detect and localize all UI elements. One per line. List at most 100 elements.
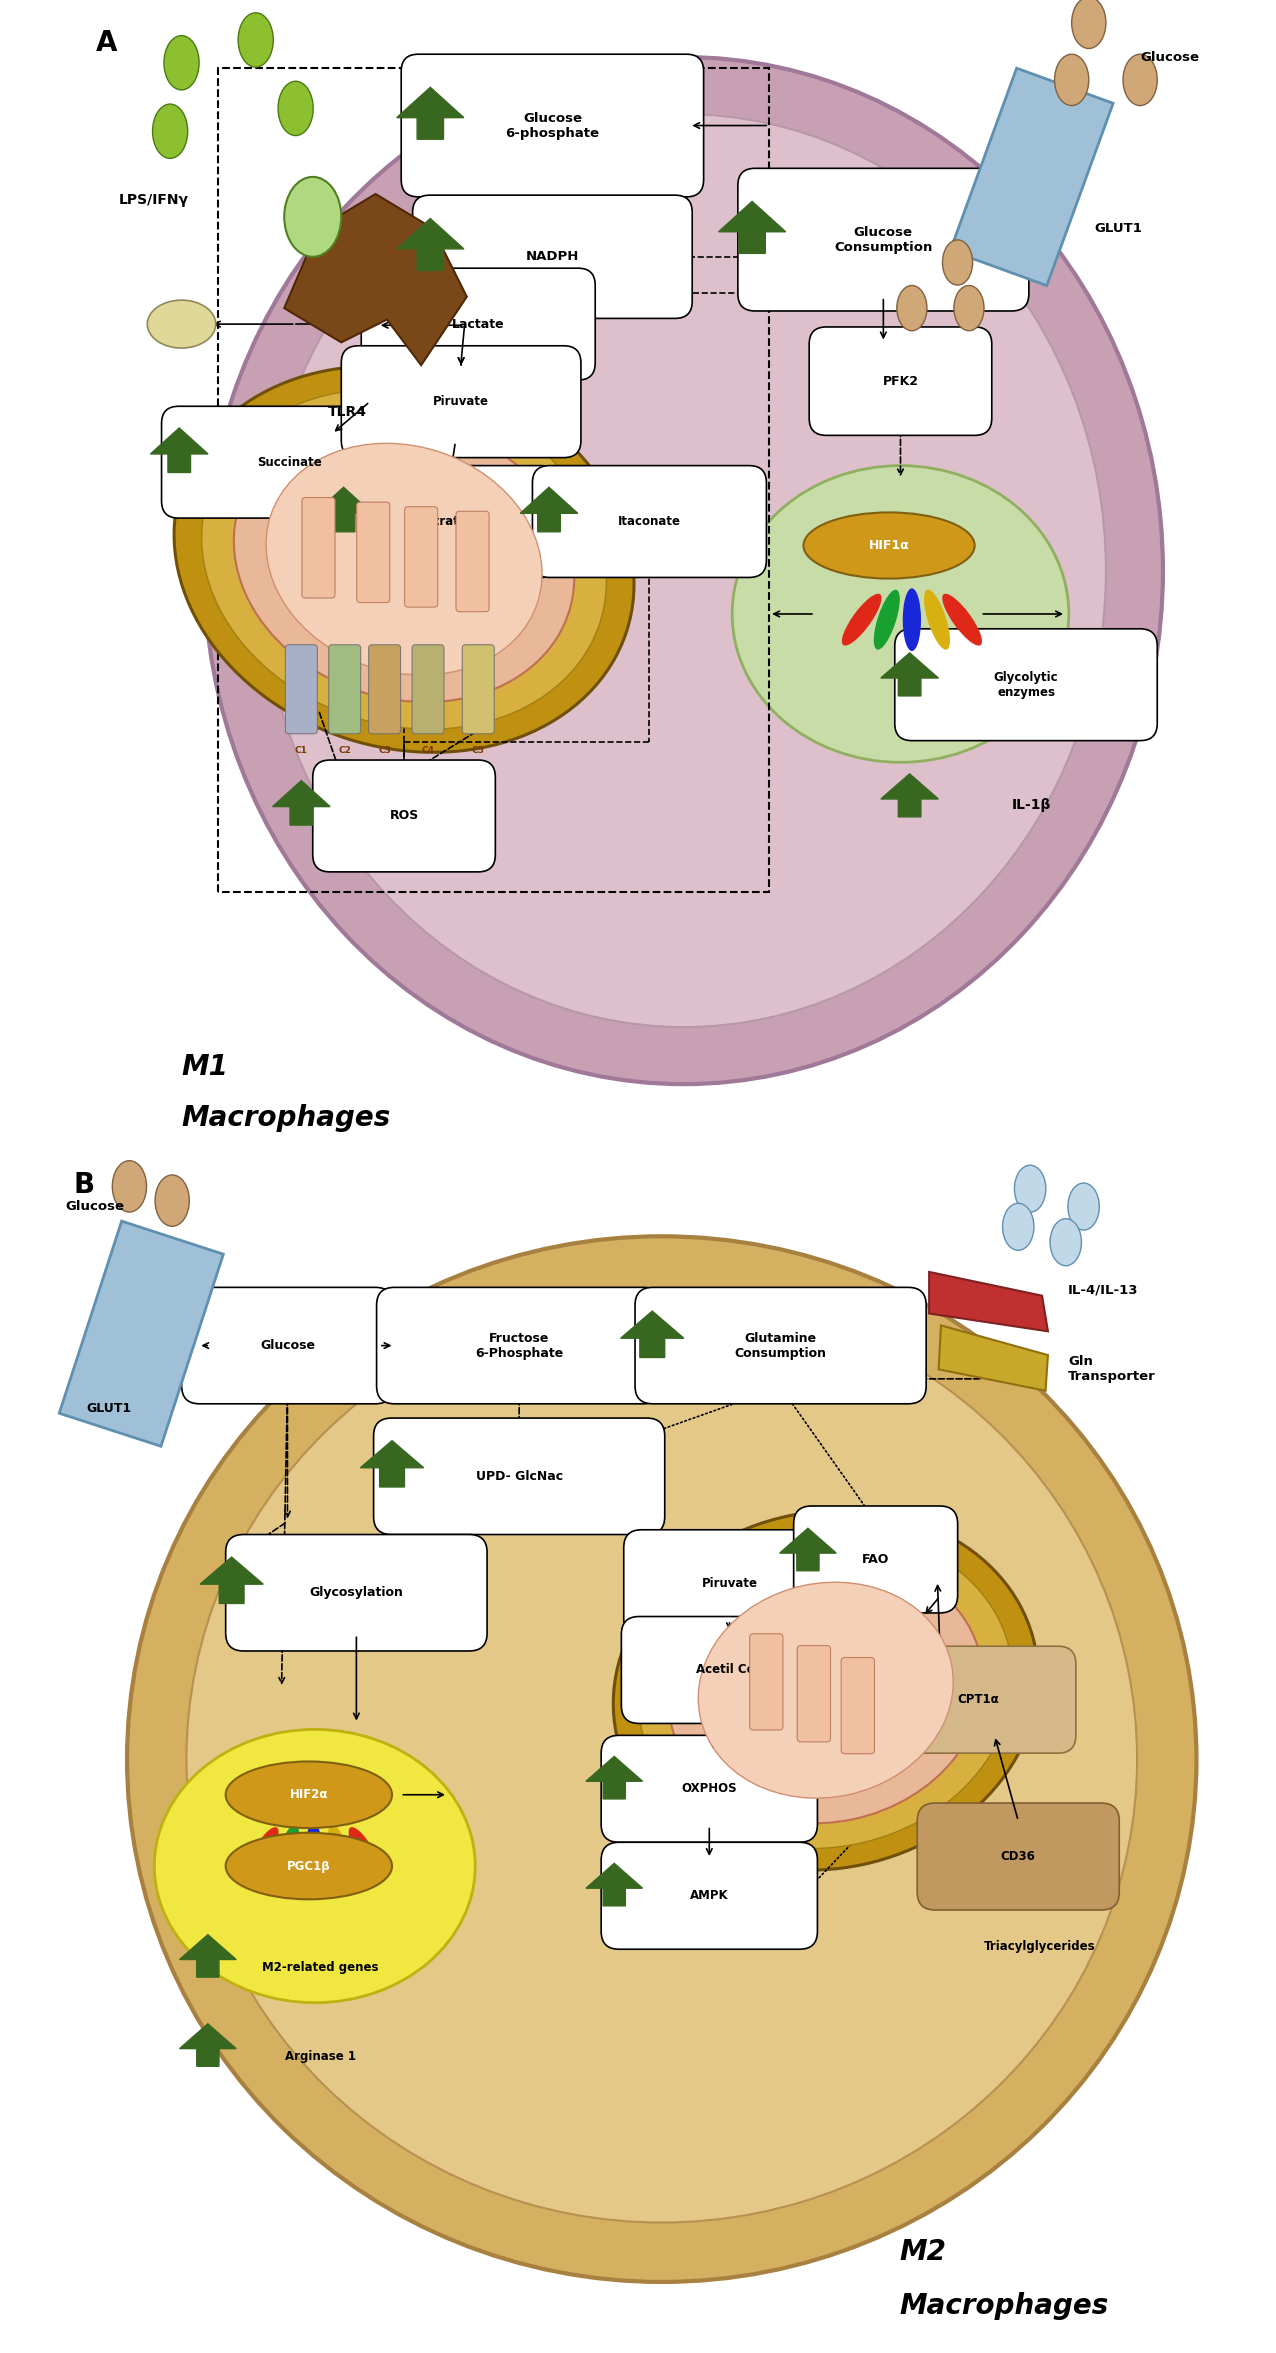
FancyBboxPatch shape [357,501,389,602]
Ellipse shape [112,1160,147,1212]
Ellipse shape [244,1826,278,1882]
Text: C1: C1 [295,746,308,755]
Ellipse shape [842,593,882,645]
Ellipse shape [285,176,341,256]
Polygon shape [285,193,467,365]
FancyBboxPatch shape [880,1647,1076,1753]
FancyBboxPatch shape [601,1737,818,1842]
Ellipse shape [348,1826,383,1882]
FancyBboxPatch shape [917,1802,1119,1911]
Ellipse shape [1068,1184,1100,1231]
FancyBboxPatch shape [329,645,361,734]
FancyBboxPatch shape [798,1645,831,1741]
Text: Glucose: Glucose [1141,49,1199,64]
Ellipse shape [669,1558,983,1824]
FancyBboxPatch shape [302,496,336,598]
Ellipse shape [262,113,1106,1026]
Text: Arginase 1: Arginase 1 [286,2049,356,2064]
Text: CD36: CD36 [1000,1849,1036,1864]
Text: UPD- GlcNac: UPD- GlcNac [476,1471,563,1482]
Text: C2: C2 [338,746,351,755]
FancyBboxPatch shape [750,1633,783,1729]
FancyBboxPatch shape [894,628,1157,741]
FancyBboxPatch shape [374,1419,665,1534]
Text: Glucose: Glucose [65,1200,124,1214]
Text: TLR4: TLR4 [328,405,366,419]
Text: Lactate: Lactate [452,318,504,332]
FancyArrow shape [620,1311,684,1358]
Ellipse shape [186,1297,1137,2224]
Ellipse shape [305,1824,323,1885]
Text: Glucose
Consumption: Glucose Consumption [835,226,933,254]
FancyArrow shape [880,774,938,816]
FancyArrow shape [880,652,938,696]
Ellipse shape [204,56,1162,1085]
FancyBboxPatch shape [532,466,767,576]
Ellipse shape [897,285,926,332]
Ellipse shape [153,104,188,158]
Ellipse shape [804,513,975,579]
Ellipse shape [732,466,1069,762]
Ellipse shape [1123,54,1157,106]
Ellipse shape [226,1762,392,1828]
FancyArrow shape [586,1864,643,1906]
FancyBboxPatch shape [624,1529,836,1638]
Ellipse shape [1054,54,1088,106]
FancyBboxPatch shape [313,760,495,873]
FancyArrow shape [180,1934,236,1977]
FancyBboxPatch shape [462,645,494,734]
FancyArrow shape [360,1440,424,1487]
Ellipse shape [278,82,313,136]
Ellipse shape [276,1824,299,1885]
Text: HIF2α: HIF2α [290,1788,328,1802]
FancyBboxPatch shape [361,268,595,381]
FancyBboxPatch shape [794,1506,958,1612]
Polygon shape [59,1221,223,1447]
Text: Macrophages: Macrophages [181,1104,390,1132]
Text: FAO: FAO [863,1553,889,1567]
Text: Fructose
6-Phosphate: Fructose 6-Phosphate [475,1332,563,1360]
Text: IL-4/IL-13: IL-4/IL-13 [1068,1282,1138,1297]
Ellipse shape [1014,1165,1046,1212]
Text: GLUT1: GLUT1 [87,1402,131,1414]
FancyArrow shape [200,1558,263,1602]
Text: C4: C4 [421,746,435,755]
FancyArrow shape [315,487,373,532]
FancyArrow shape [151,428,208,473]
FancyBboxPatch shape [738,169,1028,311]
FancyBboxPatch shape [635,1287,926,1405]
FancyBboxPatch shape [286,645,318,734]
FancyBboxPatch shape [369,645,401,734]
Polygon shape [929,1273,1048,1332]
Ellipse shape [698,1581,953,1798]
FancyBboxPatch shape [809,327,991,435]
Text: Gln
Transporter: Gln Transporter [1068,1355,1156,1384]
Ellipse shape [1072,0,1106,49]
FancyBboxPatch shape [412,195,692,318]
Text: NADPH: NADPH [526,249,579,264]
FancyArrow shape [397,219,464,271]
Ellipse shape [163,35,199,89]
FancyArrow shape [586,1755,643,1800]
Ellipse shape [154,1729,475,2002]
Text: B: B [74,1172,94,1200]
FancyBboxPatch shape [401,54,703,198]
Ellipse shape [328,1824,351,1885]
Text: ROS: ROS [389,809,419,824]
Ellipse shape [1050,1219,1082,1266]
Ellipse shape [639,1532,1013,1849]
Ellipse shape [156,1174,189,1226]
Text: Citrate: Citrate [421,515,467,527]
Text: A: A [96,28,117,56]
Ellipse shape [943,240,972,285]
Text: M2-related genes: M2-related genes [263,1960,379,1974]
Text: Glucose: Glucose [260,1339,315,1353]
Text: Glucose
6-phosphate: Glucose 6-phosphate [505,111,600,139]
Text: Itaconate: Itaconate [618,515,681,527]
Text: IL-1β: IL-1β [1012,798,1051,812]
Text: PGC1β: PGC1β [287,1859,330,1873]
FancyArrow shape [718,202,786,254]
FancyBboxPatch shape [456,511,489,612]
Text: Glycolytic
enzymes: Glycolytic enzymes [994,671,1058,699]
Ellipse shape [902,588,921,652]
